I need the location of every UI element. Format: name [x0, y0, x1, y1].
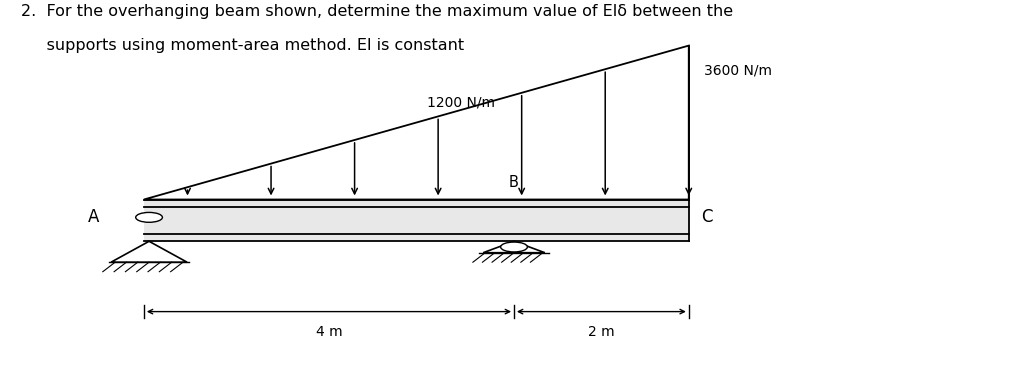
Text: B: B [509, 175, 519, 190]
Text: C: C [701, 207, 712, 226]
Text: 2.  For the overhanging beam shown, determine the maximum value of Elδ between t: 2. For the overhanging beam shown, deter… [21, 4, 733, 19]
Text: supports using moment-area method. El is constant: supports using moment-area method. El is… [21, 38, 464, 53]
Circle shape [136, 212, 162, 222]
Polygon shape [144, 200, 689, 241]
Text: 2 m: 2 m [588, 325, 615, 339]
Text: A: A [87, 207, 99, 226]
Circle shape [501, 242, 527, 252]
Text: 4 m: 4 m [316, 325, 342, 339]
Text: 1200 N/m: 1200 N/m [427, 96, 494, 109]
Text: 3600 N/m: 3600 N/m [704, 63, 772, 77]
